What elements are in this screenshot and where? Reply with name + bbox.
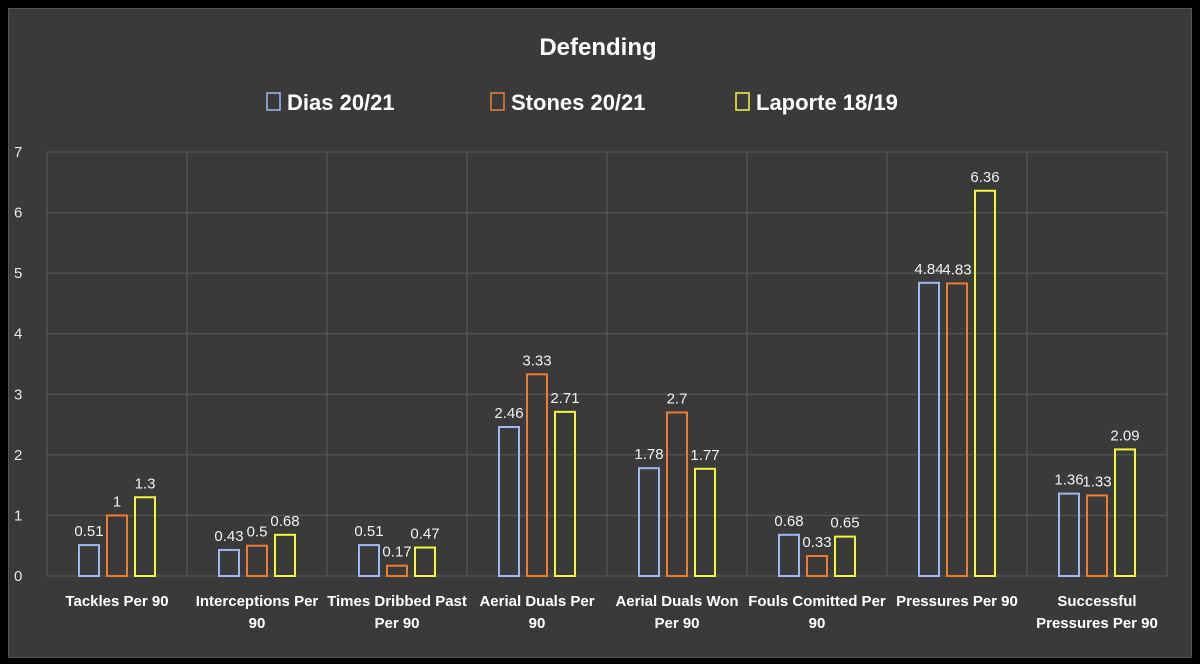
- data-label: 2.09: [1110, 427, 1139, 444]
- chart-frame: Defending Dias 20/21 Stones 20/21 Laporte …: [8, 8, 1192, 658]
- bar-laporte-18-19-aerial-duals-won-per-90: [694, 467, 716, 577]
- legend-swatch-stones-20-21: [490, 92, 505, 111]
- bar-dias-20-21-interceptions-per-90: [218, 548, 240, 577]
- bar-laporte-18-19-aerial-duals-per-90: [554, 410, 576, 578]
- y-tick-label: 5: [14, 265, 22, 282]
- bar-stones-20-21-successful-pressures-per-90: [1086, 494, 1108, 577]
- data-label: 3.33: [522, 352, 551, 369]
- x-category-label: Aerial Duals Won Per 90: [615, 593, 738, 632]
- bar-dias-20-21-aerial-duals-won-per-90: [638, 467, 660, 578]
- x-category-label: Successful Pressures Per 90: [1036, 593, 1158, 632]
- data-label: 0.65: [830, 515, 859, 532]
- x-category-label: Fouls Comitted Per 90: [748, 593, 886, 632]
- data-label: 0.68: [774, 513, 803, 530]
- data-label: 1.77: [690, 447, 719, 464]
- bar-dias-20-21-successful-pressures-per-90: [1058, 492, 1080, 578]
- data-label: 0.68: [270, 513, 299, 530]
- bar-stones-20-21-tackles-per-90: [106, 514, 128, 577]
- data-label: 0.5: [247, 524, 268, 541]
- data-label: 1.78: [634, 446, 663, 463]
- bar-stones-20-21-interceptions-per-90: [246, 544, 268, 578]
- legend: Dias 20/21 Stones 20/21 Laporte 18/19: [266, 90, 898, 115]
- bar-dias-20-21-times-dribbed-past-per-90: [358, 544, 380, 578]
- y-tick-label: 1: [14, 507, 22, 524]
- chart-title: Defending: [539, 34, 656, 61]
- data-label: 2.46: [494, 405, 523, 422]
- bar-dias-20-21-aerial-duals-per-90: [498, 425, 520, 577]
- data-label: 0.43: [214, 528, 243, 545]
- data-label: 1.3: [135, 475, 156, 492]
- y-tick-label: 3: [14, 386, 22, 403]
- bar-dias-20-21-pressures-per-90: [918, 281, 940, 577]
- data-label: 4.83: [942, 261, 971, 278]
- bar-dias-20-21-fouls-comitted-per-90: [778, 533, 800, 577]
- data-label: 4.84: [914, 261, 943, 278]
- bars: [78, 189, 1136, 578]
- bar-laporte-18-19-successful-pressures-per-90: [1114, 448, 1136, 577]
- legend-swatch-dias-20-21: [266, 92, 281, 111]
- data-label: 0.17: [382, 544, 411, 561]
- y-tick-label: 0: [14, 568, 22, 585]
- bar-laporte-18-19-times-dribbed-past-per-90: [414, 546, 436, 578]
- bar-stones-20-21-aerial-duals-per-90: [526, 373, 548, 577]
- data-label: 1: [113, 493, 121, 510]
- data-label: 2.7: [667, 390, 688, 407]
- data-label: 0.51: [354, 523, 383, 540]
- legend-label-stones-20-21: Stones 20/21: [511, 90, 646, 115]
- x-category-label: Aerial Duals Per 90: [479, 593, 594, 632]
- x-category-label: Tackles Per 90: [65, 593, 168, 610]
- y-tick-label: 7: [14, 144, 22, 161]
- y-tick-label: 2: [14, 447, 22, 464]
- y-tick-label: 6: [14, 205, 22, 222]
- bar-laporte-18-19-fouls-comitted-per-90: [834, 535, 856, 578]
- y-axis-ticks: 0 1 2 3 4 5 6 7: [14, 144, 22, 585]
- data-label: 2.71: [550, 390, 579, 407]
- bar-laporte-18-19-interceptions-per-90: [274, 533, 296, 577]
- bar-laporte-18-19-pressures-per-90: [974, 189, 996, 577]
- data-label: 1.33: [1082, 473, 1111, 490]
- data-label: 0.47: [410, 526, 439, 543]
- x-category-label: Times Dribbed Past Per 90: [327, 593, 467, 632]
- bar-stones-20-21-pressures-per-90: [946, 282, 968, 577]
- data-label: 0.51: [74, 523, 103, 540]
- bar-dias-20-21-tackles-per-90: [78, 544, 100, 578]
- y-tick-label: 4: [14, 326, 22, 343]
- bar-chart: Defending Dias 20/21 Stones 20/21 Laporte …: [14, 34, 1168, 632]
- x-category-label: Pressures Per 90: [896, 593, 1018, 610]
- legend-label-laporte-18-19: Laporte 18/19: [756, 90, 898, 115]
- gridlines: [46, 151, 1168, 577]
- bar-laporte-18-19-tackles-per-90: [134, 496, 156, 577]
- data-label: 0.33: [802, 534, 831, 551]
- legend-swatch-laporte-18-19: [735, 92, 750, 111]
- data-label: 6.36: [970, 169, 999, 186]
- legend-label-dias-20-21: Dias 20/21: [287, 90, 395, 115]
- bar-stones-20-21-fouls-comitted-per-90: [806, 555, 828, 577]
- bar-stones-20-21-times-dribbed-past-per-90: [386, 564, 408, 578]
- bar-stones-20-21-aerial-duals-won-per-90: [666, 411, 688, 578]
- data-label: 1.36: [1054, 472, 1083, 489]
- x-category-label: Interceptions Per 90: [196, 593, 319, 632]
